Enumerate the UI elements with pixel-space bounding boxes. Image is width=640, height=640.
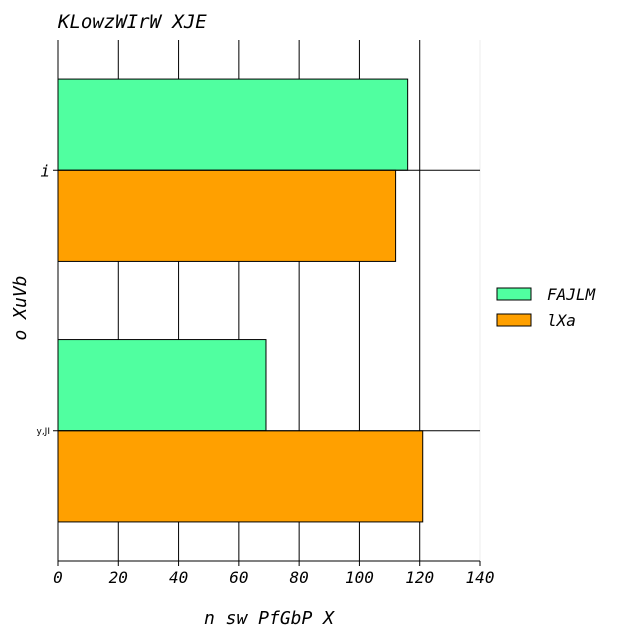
y-tick-label: i bbox=[40, 161, 50, 180]
legend-swatch bbox=[496, 287, 532, 301]
legend: FAJLM lXa bbox=[496, 285, 597, 330]
x-tick-label: 0 bbox=[53, 568, 63, 587]
y-axis-label: o XuVb bbox=[10, 275, 31, 340]
legend-label: lXa bbox=[547, 311, 576, 330]
x-tick-label: 100 bbox=[345, 568, 374, 587]
x-ticks: 0 20 40 60 80 100 120 140 bbox=[53, 561, 494, 587]
bars bbox=[57, 78, 480, 523]
x-tick-label: 120 bbox=[405, 568, 434, 587]
x-tick-label: 60 bbox=[229, 568, 248, 587]
bar bbox=[57, 169, 397, 262]
legend-label: FAJLM bbox=[547, 285, 597, 304]
bar bbox=[57, 78, 409, 171]
y-ticks: i y,JI bbox=[37, 161, 58, 437]
chart-title: KLowzWIrW XJE bbox=[57, 11, 207, 33]
x-tick-label: 80 bbox=[290, 568, 309, 587]
bar bbox=[57, 339, 267, 432]
legend-swatch bbox=[496, 313, 532, 327]
axes bbox=[57, 40, 480, 562]
bar bbox=[57, 430, 424, 523]
x-tick-label: 20 bbox=[109, 568, 128, 587]
x-axis-label: n sw PfGbP X bbox=[204, 608, 335, 629]
x-tick-label: 140 bbox=[466, 568, 495, 587]
y-tick-label: y,JI bbox=[37, 427, 51, 437]
x-tick-label: 40 bbox=[169, 568, 188, 587]
